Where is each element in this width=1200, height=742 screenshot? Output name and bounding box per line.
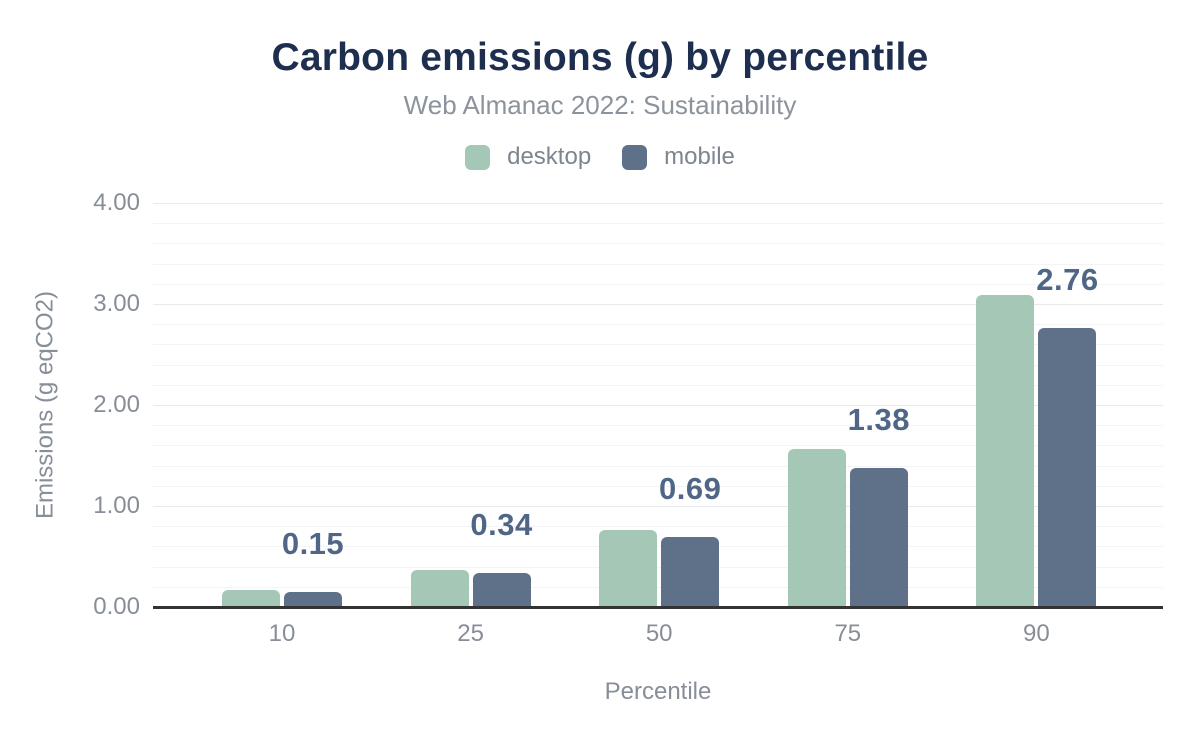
gridline	[153, 566, 1163, 568]
gridline	[153, 324, 1163, 326]
bar-value-label: 0.69	[659, 471, 722, 507]
x-tick-label: 50	[645, 620, 673, 647]
bar-mobile-75[interactable]	[849, 467, 908, 607]
legend-swatch-desktop-icon	[465, 144, 491, 170]
y-axis-title: Emissions (g eqCO2)	[31, 290, 59, 520]
bar-value-label: 2.76	[1036, 262, 1099, 298]
gridline	[153, 364, 1163, 366]
bar-value-label: 0.34	[470, 506, 533, 542]
bar-desktop-90[interactable]	[976, 294, 1035, 607]
y-tick-label: 2.00	[93, 391, 140, 418]
legend-swatch-mobile-icon	[622, 144, 648, 170]
gridline	[153, 304, 1163, 305]
x-axis-title: Percentile	[604, 678, 712, 705]
bar-mobile-50[interactable]	[661, 537, 720, 607]
gridline	[153, 344, 1163, 346]
gridline	[153, 283, 1163, 285]
gridline	[153, 243, 1163, 245]
bar-desktop-50[interactable]	[599, 530, 658, 607]
gridline	[153, 405, 1163, 406]
bar-desktop-75[interactable]	[787, 449, 846, 607]
y-tick-label: 3.00	[93, 290, 140, 317]
gridline	[153, 203, 1163, 204]
legend-item-desktop[interactable]: desktop	[465, 143, 591, 171]
gridline	[153, 546, 1163, 548]
bar-desktop-25[interactable]	[410, 569, 469, 607]
legend: desktop mobile	[0, 143, 1200, 171]
x-axis-line	[153, 606, 1163, 609]
bar-value-label: 1.38	[847, 401, 910, 437]
x-tick-label: 75	[834, 620, 862, 647]
gridline	[153, 485, 1163, 487]
bar-value-label: 0.15	[281, 525, 345, 561]
gridline	[153, 526, 1163, 528]
gridline	[153, 425, 1163, 427]
x-tick-label: 10	[268, 620, 296, 647]
gridline	[153, 263, 1163, 265]
gridline	[153, 384, 1163, 386]
chart-subtitle: Web Almanac 2022: Sustainability	[403, 90, 797, 120]
gridline	[153, 506, 1163, 507]
gridline	[153, 465, 1163, 467]
gridline	[153, 223, 1163, 225]
y-tick-label: 0.00	[93, 593, 140, 620]
y-tick-label: 1.00	[93, 492, 140, 519]
gridline	[153, 445, 1163, 447]
bar-mobile-10[interactable]	[284, 591, 342, 607]
x-tick-label: 25	[457, 620, 484, 647]
legend-label-mobile: mobile	[664, 143, 735, 170]
bar-mobile-90[interactable]	[1038, 328, 1097, 607]
chart-title: Carbon emissions (g) by percentile	[271, 36, 929, 79]
x-tick-label: 90	[1023, 620, 1050, 647]
y-tick-label: 4.00	[93, 189, 140, 216]
bar-desktop-10[interactable]	[222, 589, 280, 607]
gridline	[153, 586, 1163, 588]
legend-item-mobile[interactable]: mobile	[622, 143, 735, 171]
bar-mobile-25[interactable]	[472, 572, 531, 607]
legend-label-desktop: desktop	[507, 143, 592, 170]
